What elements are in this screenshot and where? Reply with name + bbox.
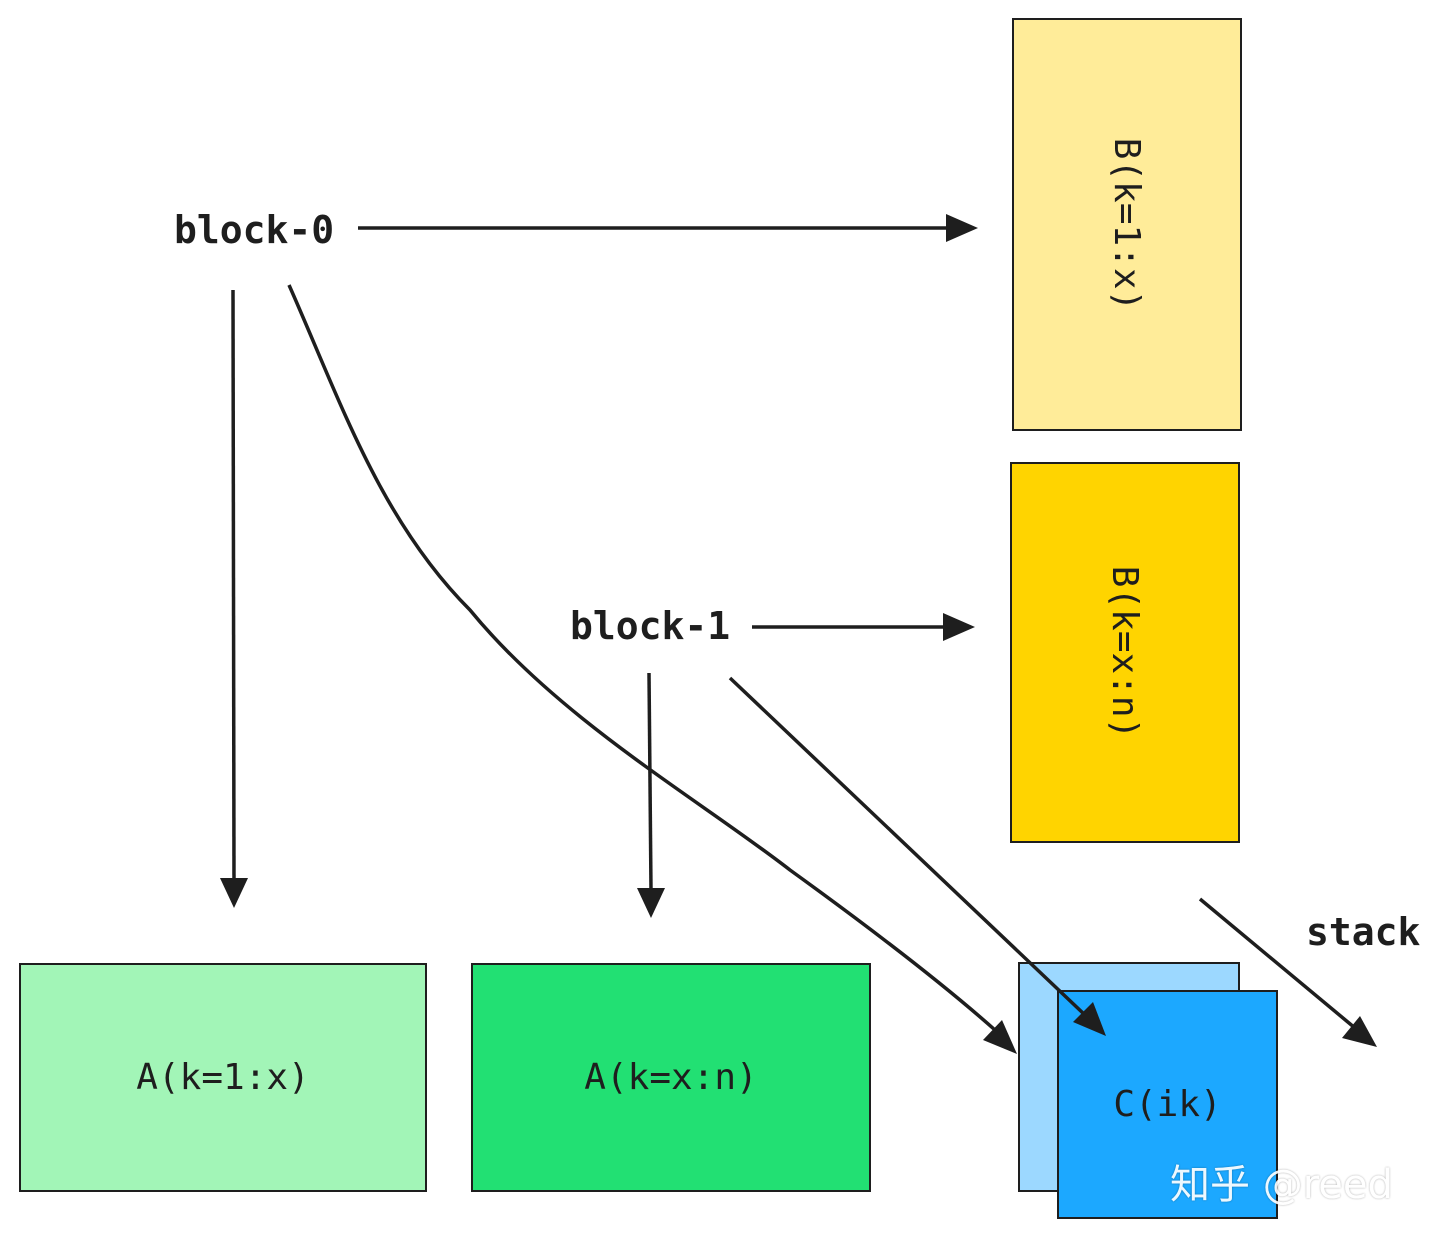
- arrow-block0-to-a1: [231, 289, 236, 881]
- a-first-block: A(k=1:x): [19, 963, 427, 1192]
- arrowhead-block1-to-b2: [943, 613, 975, 641]
- stack-label: stack: [1306, 910, 1421, 954]
- watermark: 知乎 @reed: [1170, 1162, 1393, 1208]
- arrowhead-block0-to-b1: [946, 214, 978, 242]
- block-1-label: block-1: [570, 604, 731, 648]
- b-first-block: B(k=1:x): [1012, 18, 1242, 431]
- arrow-block1-to-a2: [647, 672, 653, 891]
- arrowhead-block1-to-a2: [637, 888, 665, 918]
- arrowhead-stack: [1342, 1016, 1377, 1047]
- c-front-label: C(ik): [1113, 1084, 1222, 1125]
- a-second-label: A(k=x:n): [584, 1057, 758, 1098]
- block-0-label: block-0: [174, 208, 335, 252]
- a-first-label: A(k=1:x): [136, 1057, 310, 1098]
- arrowhead-block0-to-a1: [220, 878, 248, 908]
- arrow-stack: [1198, 897, 1357, 1030]
- arrowhead-block0-to-c: [983, 1020, 1017, 1054]
- arrow-block0-to-c: [287, 284, 997, 1032]
